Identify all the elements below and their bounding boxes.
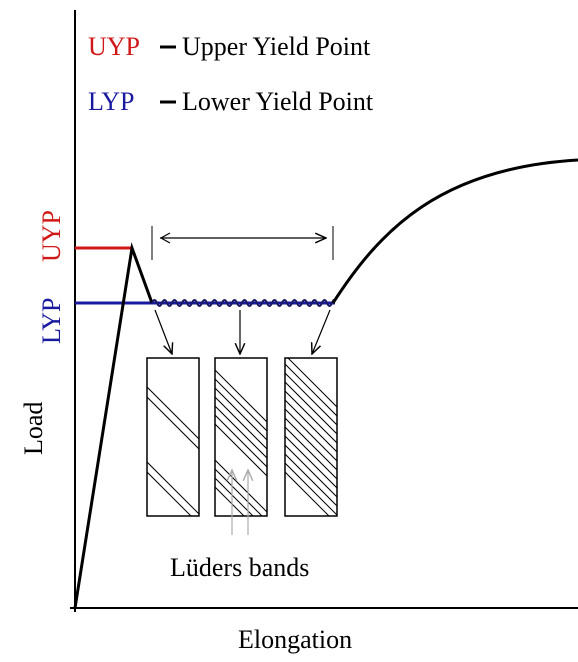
x-axis-label: Elongation — [238, 625, 352, 654]
pointer-arrow — [312, 309, 331, 354]
band-hatch — [215, 405, 267, 459]
legend-text: Upper Yield Point — [182, 32, 371, 61]
span-arrowhead — [159, 232, 171, 244]
curve-wavy — [151, 299, 335, 307]
band-hatch — [285, 390, 337, 444]
band-hatch — [215, 396, 267, 450]
band-hatch — [287, 358, 337, 408]
band-hatch — [215, 486, 245, 516]
lyp-label: LYP — [37, 297, 66, 344]
legend-text: Lower Yield Point — [182, 87, 374, 116]
uyp-label: UYP — [37, 210, 66, 262]
specimen — [284, 357, 338, 517]
pointer-arrow — [154, 309, 172, 354]
band-hatch — [215, 414, 267, 468]
band-hatch — [215, 369, 267, 423]
band-hatch — [215, 423, 267, 477]
curve-elastic — [73, 242, 154, 609]
band-hatch — [285, 426, 337, 480]
band-hatch — [285, 363, 337, 417]
band-hatch — [215, 387, 267, 441]
band-hatch — [285, 444, 337, 498]
band-hatch — [215, 378, 267, 432]
curve-hardening — [331, 158, 578, 304]
band-hatch — [285, 417, 337, 471]
band-hatch — [285, 435, 337, 489]
legend-abbr: UYP — [88, 32, 140, 61]
band-hatch — [215, 459, 267, 513]
band-hatch — [215, 468, 263, 516]
bands-label: Lüders bands — [170, 553, 309, 582]
band-hatch — [147, 471, 192, 516]
band-hatch — [285, 453, 337, 507]
band-hatch — [285, 408, 337, 462]
band-hatch — [285, 471, 330, 516]
y-axis-label: Load — [19, 402, 48, 455]
band-hatch — [285, 372, 337, 426]
band-hatch — [215, 477, 254, 516]
band-hatch — [285, 399, 337, 453]
band-hatch — [285, 381, 337, 435]
specimen — [146, 357, 200, 517]
legend-abbr: LYP — [88, 87, 135, 116]
band-hatch — [285, 462, 337, 516]
specimen — [214, 357, 268, 517]
